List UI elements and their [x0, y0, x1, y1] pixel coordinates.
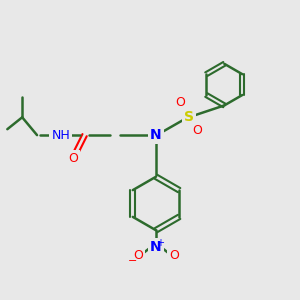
Text: N: N	[150, 128, 162, 142]
Text: O: O	[68, 152, 78, 165]
Text: +: +	[156, 238, 164, 248]
Text: NH: NH	[52, 129, 70, 142]
Text: −: −	[128, 256, 137, 266]
Text: N: N	[150, 240, 162, 254]
Text: S: S	[184, 110, 194, 124]
Text: O: O	[169, 249, 179, 262]
Text: O: O	[175, 96, 185, 109]
Text: O: O	[193, 124, 202, 137]
Text: O: O	[133, 249, 143, 262]
